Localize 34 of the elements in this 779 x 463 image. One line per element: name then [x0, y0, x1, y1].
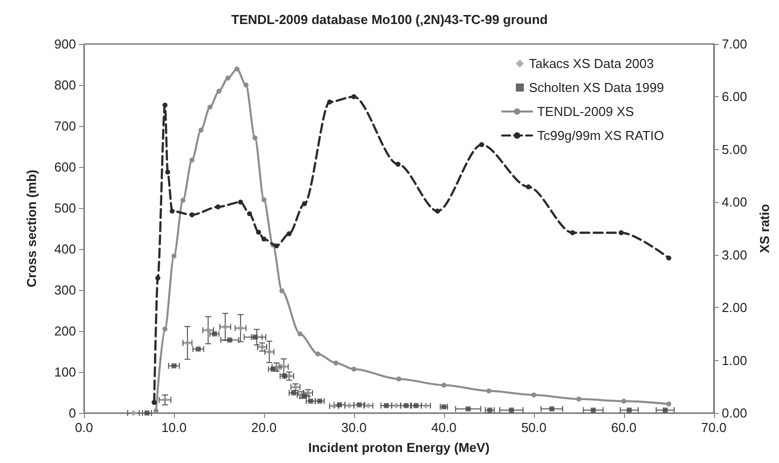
y-tick-label: 900	[54, 36, 76, 52]
y-tick-label: 0	[68, 406, 76, 420]
y2-tick-label: 4.00	[722, 194, 748, 210]
legend-label: TENDL-2009 XS	[537, 104, 634, 119]
y2-tick-label: 3.00	[722, 247, 748, 262]
legend-label: Tc99g/99m XS RATIO	[537, 128, 664, 143]
y2-tick-label: 1.00	[722, 352, 748, 368]
y2-tick-label: 0.00	[722, 406, 748, 420]
chart-title: TENDL-2009 database Mo100 (,2N)43-TC-99 ground	[231, 12, 548, 27]
x-tick-label: 10.0	[161, 420, 187, 435]
y-tick-label: 500	[54, 200, 76, 216]
x-tick-label: 20.0	[251, 420, 277, 435]
y2-tick-label: 2.00	[722, 300, 748, 316]
x-tick-label: 0.0	[74, 420, 94, 435]
x-tick-label: 30.0	[341, 420, 367, 435]
y2-tick-label: 6.00	[722, 89, 748, 104]
legend-label: Takacs XS Data 2003	[528, 56, 654, 71]
y-axis-title: Cross section (mb)	[24, 170, 39, 288]
y-tick-label: 600	[54, 160, 76, 174]
y2-axis-title: XS ratio	[757, 204, 772, 254]
legend-label: Scholten XS Data 1999	[528, 80, 664, 95]
y-tick-label: 100	[54, 364, 76, 380]
y-tick-label: 700	[54, 118, 76, 134]
y-tick-label: 300	[54, 282, 76, 298]
x-tick-label: 50.0	[521, 420, 547, 435]
y-tick-label: 800	[54, 78, 76, 92]
x-tick-label: 70.0	[701, 420, 726, 435]
x-axis-title: Incident proton Energy (MeV)	[308, 440, 490, 455]
x-tick-label: 40.0	[431, 420, 457, 435]
y2-tick-label: 7.00	[722, 36, 748, 52]
y-tick-label: 400	[54, 242, 76, 256]
y-tick-label: 200	[54, 324, 76, 338]
y2-tick-label: 5.00	[722, 142, 748, 157]
x-tick-label: 60.0	[611, 420, 636, 435]
